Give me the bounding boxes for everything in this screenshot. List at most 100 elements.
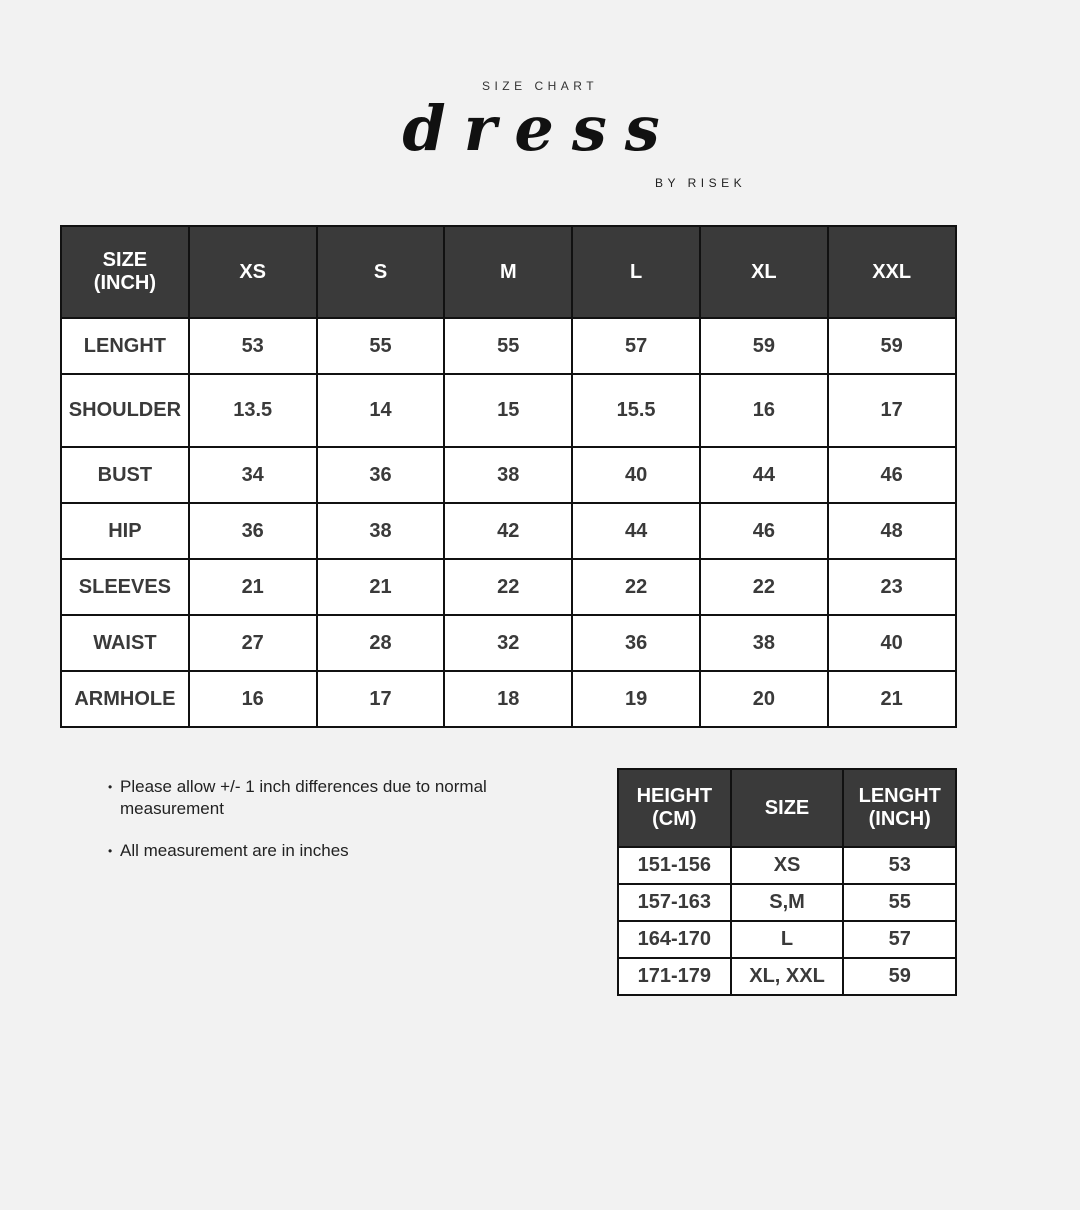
table-cell: 22 <box>443 558 574 616</box>
table-cell: 55 <box>443 317 574 375</box>
row-label: 157-163 <box>617 883 732 922</box>
row-label: LENGHT <box>60 317 190 375</box>
table-cell: 21 <box>315 558 446 616</box>
column-header-label: M <box>499 260 517 283</box>
column-header: SIZE <box>729 768 845 848</box>
table-cell: 55 <box>842 883 958 922</box>
row-label: WAIST <box>60 614 190 672</box>
table-row: SLEEVES 21 21 22 22 22 23 <box>60 558 957 616</box>
column-header: XXL <box>826 225 957 319</box>
table-cell: 22 <box>571 558 701 616</box>
column-header-label: L <box>629 260 643 283</box>
table-cell: 14 <box>315 373 446 448</box>
table-cell: 34 <box>187 446 318 504</box>
table-cell: 17 <box>315 670 446 728</box>
table-row: HIP 36 38 42 44 46 48 <box>60 502 957 560</box>
table-cell: 48 <box>826 502 957 560</box>
column-header: XL <box>698 225 829 319</box>
size-table: SIZE (INCH) XS S M L XL XXL LENGHT 53 55 55 57 59 59 S… <box>60 225 957 728</box>
column-header: SIZE (INCH) <box>60 225 190 319</box>
bullet-icon: • <box>108 780 113 794</box>
table-cell: 13.5 <box>187 373 318 448</box>
table-cell: 28 <box>315 614 446 672</box>
table-cell: 46 <box>698 502 829 560</box>
table-cell: 40 <box>571 446 701 504</box>
table-cell: 38 <box>315 502 446 560</box>
table-cell: 23 <box>826 558 957 616</box>
table-row: 157-163 S,M 55 <box>617 883 958 922</box>
column-header: LENGHT (INCH) <box>842 768 958 848</box>
table-cell: 20 <box>698 670 829 728</box>
note-item: • Please allow +/- 1 inch differences due… <box>108 776 528 820</box>
table-cell: 59 <box>826 317 957 375</box>
row-label: HIP <box>60 502 190 560</box>
column-header: L <box>571 225 701 319</box>
table-cell: S,M <box>729 883 845 922</box>
table-row: SHOULDER 13.5 14 15 15.5 16 17 <box>60 373 957 448</box>
table-row: 164-170 L 57 <box>617 920 958 959</box>
notes: • Please allow +/- 1 inch differences due… <box>108 776 528 882</box>
page-title: dress <box>402 92 678 165</box>
row-label: 171-179 <box>617 957 732 996</box>
table-cell: 55 <box>315 317 446 375</box>
table-cell: 21 <box>826 670 957 728</box>
table-cell: 57 <box>842 920 958 959</box>
note-item: • All measurement are in inches <box>108 840 528 862</box>
note-text: All measurement are in inches <box>120 841 349 860</box>
table-cell: 57 <box>571 317 701 375</box>
column-header-label: SIZE (INCH) <box>93 249 156 294</box>
table-cell: 22 <box>698 558 829 616</box>
column-header-label: SIZE <box>764 796 810 819</box>
column-header-label: HEIGHT (CM) <box>636 785 713 830</box>
table-cell: XL, XXL <box>729 957 845 996</box>
table-cell: 15.5 <box>571 373 701 448</box>
table-cell: 21 <box>187 558 318 616</box>
column-header: S <box>315 225 446 319</box>
table-cell: 16 <box>187 670 318 728</box>
note-text: Please allow +/- 1 inch differences due … <box>120 777 487 818</box>
table-row: BUST 34 36 38 40 44 46 <box>60 446 957 504</box>
table-cell: 19 <box>571 670 701 728</box>
row-label: 151-156 <box>617 846 732 885</box>
table-cell: 38 <box>698 614 829 672</box>
table-row: 171-179 XL, XXL 59 <box>617 957 958 996</box>
table-cell: 36 <box>571 614 701 672</box>
table-cell: L <box>729 920 845 959</box>
table-row: 151-156 XS 53 <box>617 846 958 885</box>
table-cell: 36 <box>187 502 318 560</box>
bullet-icon: • <box>108 844 113 858</box>
table-cell: 44 <box>698 446 829 504</box>
header-row: HEIGHT (CM) SIZE LENGHT (INCH) <box>617 768 958 848</box>
table-cell: 17 <box>826 373 957 448</box>
table-row: LENGHT 53 55 55 57 59 59 <box>60 317 957 375</box>
brand-byline: BY RISEK <box>655 176 747 190</box>
table-cell: 59 <box>842 957 958 996</box>
column-header-label: LENGHT (INCH) <box>858 785 941 830</box>
column-header-label: XXL <box>872 260 912 283</box>
table-cell: 18 <box>443 670 574 728</box>
row-label: SHOULDER <box>60 373 190 448</box>
row-label: 164-170 <box>617 920 732 959</box>
table-row: ARMHOLE 16 17 18 19 20 21 <box>60 670 957 728</box>
column-header-label: XS <box>239 260 267 283</box>
table-cell: 16 <box>698 373 829 448</box>
table-cell: 46 <box>826 446 957 504</box>
column-header-label: S <box>373 260 388 283</box>
table-cell: 53 <box>187 317 318 375</box>
table-cell: 44 <box>571 502 701 560</box>
header-row: SIZE (INCH) XS S M L XL XXL <box>60 225 957 319</box>
row-label: BUST <box>60 446 190 504</box>
table-cell: 38 <box>443 446 574 504</box>
table-row: WAIST 27 28 32 36 38 40 <box>60 614 957 672</box>
row-label: SLEEVES <box>60 558 190 616</box>
column-header-label: XL <box>751 260 777 283</box>
table-cell: XS <box>729 846 845 885</box>
table-cell: 32 <box>443 614 574 672</box>
column-header: XS <box>187 225 318 319</box>
column-header: HEIGHT (CM) <box>617 768 732 848</box>
height-table: HEIGHT (CM) SIZE LENGHT (INCH) 151-156 XS 53 1… <box>617 768 958 996</box>
table-cell: 36 <box>315 446 446 504</box>
table-cell: 59 <box>698 317 829 375</box>
table-cell: 27 <box>187 614 318 672</box>
table-cell: 40 <box>826 614 957 672</box>
